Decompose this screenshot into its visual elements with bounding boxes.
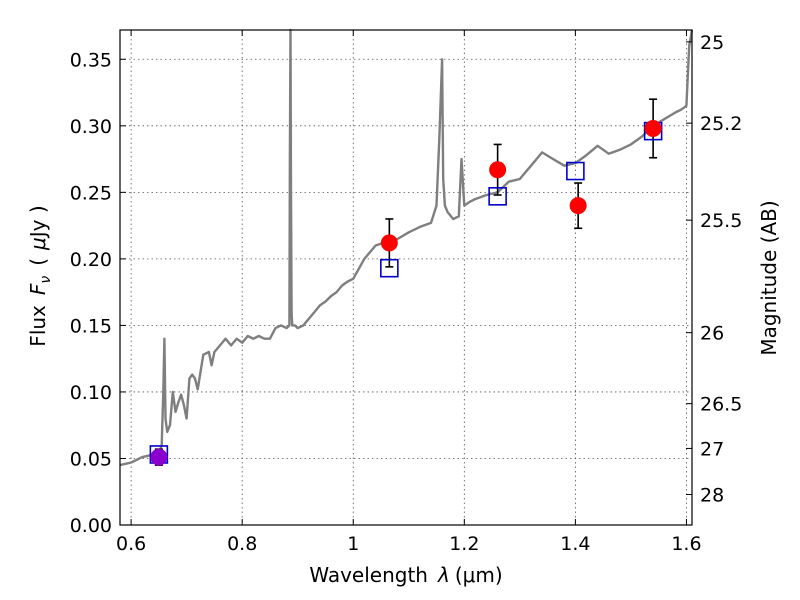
observed-point	[380, 234, 398, 252]
y-tick-label: 0.25	[70, 182, 112, 204]
model-square-point	[380, 258, 399, 278]
model-square-point	[566, 161, 585, 181]
y-tick-label: 0.15	[70, 315, 112, 337]
y2-tick-label: 27	[700, 438, 724, 460]
x-tick-label: 0.8	[227, 533, 257, 555]
y2-tick-label: 26.5	[700, 394, 742, 416]
x-tick-label: 1.6	[671, 533, 701, 555]
y-tick-label: 0.20	[70, 249, 112, 271]
observed-point	[150, 448, 168, 466]
y-tick-label: 0.05	[70, 448, 112, 470]
y2-tick-label: 25.2	[700, 113, 742, 135]
x-tick-label: 1.2	[449, 533, 479, 555]
y2-tick-label: 28	[700, 485, 724, 507]
y-tick-label: 0.30	[70, 116, 112, 138]
y2-tick-label: 25	[700, 32, 724, 54]
y2-axis-label: Magnitude (AB)	[757, 200, 781, 355]
grid-lines	[120, 30, 692, 526]
y-tick-label: 0.10	[70, 382, 112, 404]
y2-tick-label: 25.5	[700, 210, 742, 232]
data-markers	[149, 119, 663, 466]
axis-ticks: 0.6 0.8 1 1.2 1.4 1.6 0.00 0.05 0.10 0.15 0.20 0.25…	[70, 30, 742, 555]
y-axis-label: FluxFν(μJy )	[26, 205, 54, 346]
x-tick-label: 1	[347, 533, 359, 555]
observed-point	[644, 119, 662, 137]
y-tick-label: 0.35	[70, 49, 112, 71]
plot-frame	[119, 29, 693, 526]
observed-point	[489, 161, 507, 179]
spectrum-line	[119, 28, 694, 467]
y2-tick-label: 26	[700, 323, 724, 345]
x-axis-label: Wavelength λ (μm)	[309, 563, 502, 587]
error-bars	[154, 98, 658, 466]
model-square-point	[488, 187, 507, 206]
x-tick-label: 0.6	[116, 533, 146, 555]
y-tick-label: 0.00	[70, 515, 112, 537]
x-tick-label: 1.4	[560, 533, 590, 555]
observed-point	[569, 197, 587, 215]
spectrum-series	[119, 28, 694, 467]
